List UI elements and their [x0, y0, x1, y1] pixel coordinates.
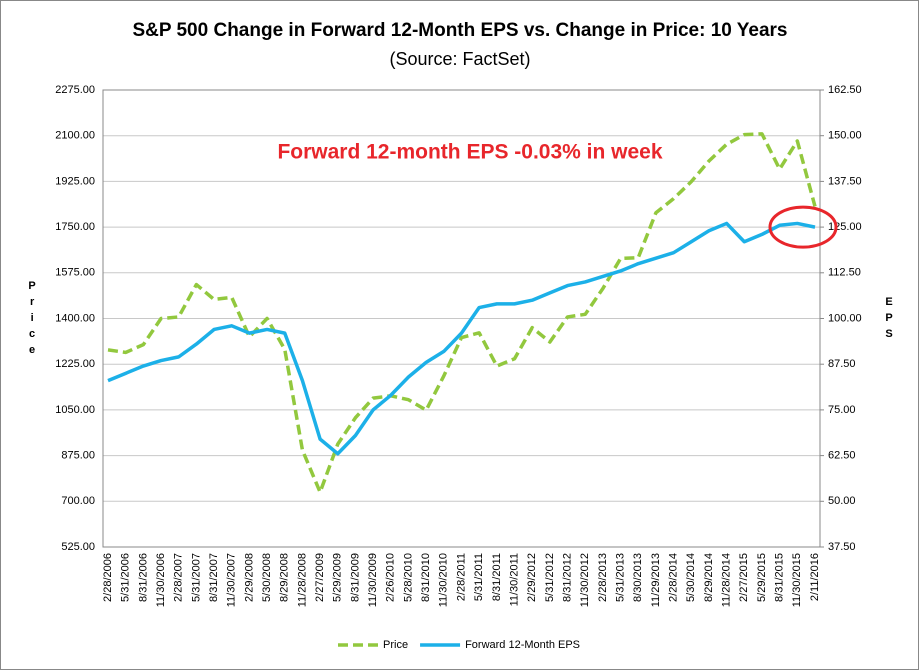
x-tick-label: 5/31/2011	[473, 553, 485, 601]
x-tick-label: 2/29/2012	[526, 553, 538, 602]
x-tick-label: 2/28/2013	[597, 553, 609, 602]
y-tick-label: 1925.00	[55, 175, 95, 187]
y-tick-label: 2100.00	[55, 130, 95, 142]
chart-subtitle: (Source: FactSet)	[389, 49, 530, 69]
x-tick-label: 5/29/2015	[756, 553, 768, 602]
y2-tick-label: 87.50	[828, 358, 856, 370]
x-tick-label: 2/28/2007	[173, 553, 185, 602]
x-tick-label: 5/28/2010	[402, 553, 414, 602]
y-tick-label: 1400.00	[55, 312, 95, 324]
legend-label: Forward 12-Month EPS	[465, 639, 580, 651]
x-tick-label: 11/30/2007	[226, 553, 238, 607]
x-tick-label: 11/30/2011	[508, 553, 520, 606]
y-tick-label: 1225.00	[55, 358, 95, 370]
x-tick-label: 2/11/2016	[809, 553, 821, 601]
annotation: Forward 12-month EPS -0.03% in week	[277, 141, 662, 164]
y2-tick-label: 137.50	[828, 175, 862, 187]
x-tick-label: 11/30/2015	[791, 553, 803, 607]
y2-tick-label: 37.50	[828, 541, 856, 553]
x-tick-label: 2/28/2011	[455, 553, 467, 601]
y-tick-label: 1575.00	[55, 267, 95, 279]
y-tick-label: 700.00	[61, 495, 95, 507]
x-tick-label: 8/29/2014	[703, 553, 715, 602]
y2-tick-label: 150.00	[828, 130, 862, 142]
y2-axis-label: EPS	[883, 296, 895, 344]
series-line	[107, 221, 816, 456]
x-tick-label: 5/31/2007	[190, 553, 202, 602]
y-tick-label: 525.00	[61, 541, 95, 553]
x-tick-label: 8/30/2013	[632, 553, 644, 602]
x-tick-label: 8/31/2012	[561, 553, 573, 602]
y2-tick-label: 100.00	[828, 312, 862, 324]
x-tick-label: 11/30/2010	[438, 553, 450, 607]
x-tick-label: 5/30/2008	[261, 553, 273, 602]
chart-title: S&P 500 Change in Forward 12-Month EPS v…	[132, 20, 787, 41]
y-axis-label: Price	[26, 280, 38, 360]
y-tick-label: 1750.00	[55, 221, 95, 233]
legend-label: Price	[383, 639, 408, 651]
x-tick-label: 8/31/2010	[420, 553, 432, 602]
y-tick-label: 2275.00	[55, 84, 95, 96]
y2-tick-label: 125.00	[828, 221, 862, 233]
y-tick-label: 1050.00	[55, 404, 95, 416]
x-tick-label: 11/30/2012	[579, 553, 591, 607]
y2-tick-label: 112.50	[828, 267, 861, 279]
plot-area	[102, 89, 821, 548]
y2-tick-label: 75.00	[828, 404, 856, 416]
y2-tick-label: 62.50	[828, 450, 856, 462]
x-tick-label: 11/29/2013	[650, 553, 662, 607]
y2-tick-label: 50.00	[828, 495, 856, 507]
x-tick-label: 8/31/2015	[774, 553, 786, 602]
x-tick-label: 5/31/2013	[614, 553, 626, 602]
y-tick-label: 875.00	[61, 450, 95, 462]
x-tick-label: 8/31/2007	[208, 553, 220, 602]
x-tick-label: 5/31/2006	[120, 553, 132, 602]
x-tick-label: 2/27/2015	[738, 553, 750, 602]
x-tick-label: 11/30/2006	[155, 553, 167, 607]
x-tick-label: 2/26/2010	[385, 553, 397, 602]
x-tick-label: 11/28/2014	[721, 553, 733, 607]
x-tick-label: 2/28/2006	[102, 553, 114, 602]
x-tick-label: 5/29/2009	[332, 553, 344, 602]
x-tick-label: 2/28/2014	[668, 553, 680, 602]
x-tick-label: 8/31/2011	[491, 553, 503, 601]
x-tick-label: 8/31/2009	[349, 553, 361, 602]
x-tick-label: 2/27/2009	[314, 553, 326, 602]
x-tick-label: 2/29/2008	[243, 553, 255, 602]
x-tick-label: 5/30/2014	[685, 553, 697, 602]
series-line	[107, 132, 817, 494]
x-tick-label: 5/31/2012	[544, 553, 556, 602]
x-tick-label: 11/28/2008	[296, 553, 308, 607]
y2-tick-label: 162.50	[828, 84, 862, 96]
highlight-circle	[768, 205, 838, 249]
x-tick-label: 8/31/2006	[137, 553, 149, 602]
x-tick-label: 11/30/2009	[367, 553, 379, 607]
x-tick-label: 8/29/2008	[279, 553, 291, 602]
